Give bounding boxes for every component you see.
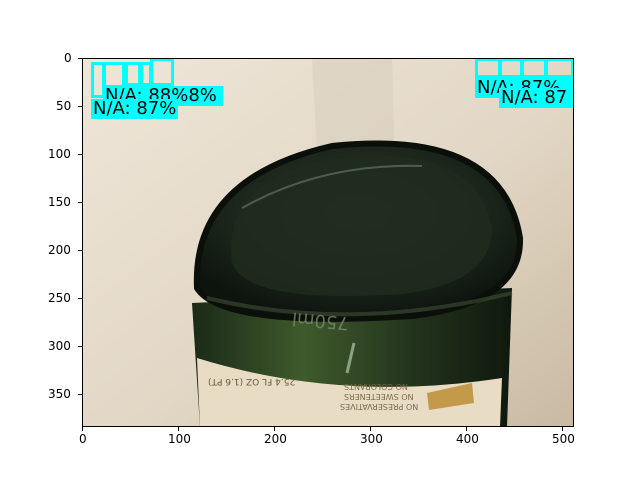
x-tick-mark (82, 427, 83, 431)
y-tick-mark (78, 346, 82, 347)
x-tick-mark (370, 427, 371, 431)
x-tick-mark (178, 427, 179, 431)
detection-box (545, 58, 574, 78)
x-tick-mark (466, 427, 467, 431)
label-text-colorants: NO COLORANTS (344, 382, 408, 391)
y-tick-mark (78, 250, 82, 251)
y-tick-label: 250 (48, 291, 71, 305)
detection-label: N/A: 87 (499, 88, 574, 108)
x-tick-mark (274, 427, 275, 431)
y-tick-label: 50 (56, 99, 72, 113)
y-tick-label: 0 (64, 51, 72, 65)
x-tick-mark (562, 427, 563, 431)
x-tick-label: 300 (360, 432, 383, 446)
label-text-volume: 25.4 FL OZ (1.6 PT) (208, 376, 296, 386)
y-tick-mark (78, 298, 82, 299)
photo-image (82, 58, 574, 427)
detection-box (150, 58, 174, 86)
label-text-preservatives: NO PRESERVATIVES (340, 402, 419, 411)
x-tick-label: 200 (264, 432, 287, 446)
x-tick-label: 400 (456, 432, 479, 446)
y-tick-label: 350 (48, 387, 71, 401)
y-tick-label: 100 (48, 147, 71, 161)
y-tick-mark (78, 58, 82, 59)
x-tick-label: 0 (79, 432, 87, 446)
y-tick-label: 150 (48, 195, 71, 209)
y-tick-mark (78, 202, 82, 203)
y-tick-mark (78, 154, 82, 155)
detection-box (475, 58, 501, 78)
detection-label: N/A: 87% (91, 98, 179, 119)
y-tick-mark (78, 106, 82, 107)
y-tick-mark (78, 394, 82, 395)
y-tick-label: 300 (48, 339, 71, 353)
x-tick-label: 100 (168, 432, 191, 446)
detection-box (521, 58, 547, 78)
photo-plot-area: 750ml 25.4 FL OZ (1.6 PT) NO COLORANTS N… (82, 58, 574, 427)
label-text-sweeteners: NO SWEETENERS (344, 392, 414, 401)
detection-box (499, 58, 523, 78)
y-tick-label: 200 (48, 243, 71, 257)
detection-box (125, 62, 141, 86)
x-tick-label: 500 (552, 432, 575, 446)
